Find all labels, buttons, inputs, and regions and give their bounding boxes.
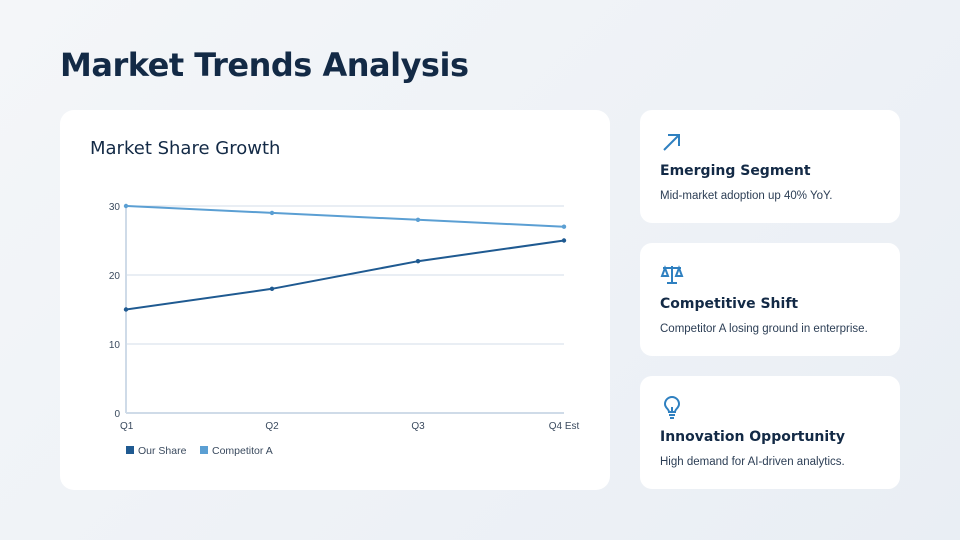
x-tick-label: Q4 Est	[549, 421, 580, 432]
legend-label: Our Share	[138, 445, 187, 457]
card-text: High demand for AI-driven analytics.	[660, 456, 845, 468]
data-point	[269, 286, 275, 291]
data-point	[561, 224, 567, 229]
card-innovation-opportunity: Innovation Opportunity High demand for A…	[640, 376, 900, 489]
card-text: Mid-market adoption up 40% YoY.	[660, 190, 833, 202]
legend-swatch	[126, 446, 134, 454]
legend-swatch	[200, 446, 208, 454]
x-tick-label: Q3	[411, 421, 425, 432]
card-emerging-segment: Emerging Segment Mid-market adoption up …	[640, 110, 900, 223]
chart-title: Market Share Growth	[90, 138, 281, 159]
y-tick-label: 20	[109, 271, 121, 282]
y-tick-label: 0	[114, 409, 120, 420]
x-tick-label: Q2	[265, 421, 279, 432]
chart-card: Market Share Growth 0 10 20 30 Q1 Q2 Q3 Q4 Est O…	[60, 110, 610, 490]
data-point	[415, 217, 421, 222]
y-tick-label: 10	[109, 340, 121, 351]
y-tick-label: 30	[109, 202, 121, 213]
x-tick-label: Q1	[120, 421, 134, 432]
series-line-1	[125, 205, 565, 228]
card-competitive-shift: Competitive Shift Competitor A losing gr…	[640, 243, 900, 356]
legend-label: Competitor A	[212, 445, 273, 457]
balance-scale-icon	[660, 265, 684, 284]
page-title: Market Trends Analysis	[60, 46, 469, 84]
data-point	[123, 203, 129, 209]
data-point	[123, 307, 129, 312]
lightbulb-icon	[663, 396, 681, 419]
series-line-0	[125, 239, 565, 311]
card-text: Competitor A losing ground in enterprise…	[660, 323, 868, 335]
arrow-up-right-icon	[663, 134, 680, 151]
card-title: Innovation Opportunity	[660, 429, 845, 445]
card-title: Emerging Segment	[660, 163, 811, 179]
card-title: Competitive Shift	[660, 296, 799, 312]
data-point	[415, 259, 421, 264]
line-chart: 0 10 20 30 Q1 Q2 Q3 Q4 Est Our Share Competitor A	[109, 202, 580, 457]
data-point	[561, 238, 567, 243]
data-point	[269, 210, 275, 216]
